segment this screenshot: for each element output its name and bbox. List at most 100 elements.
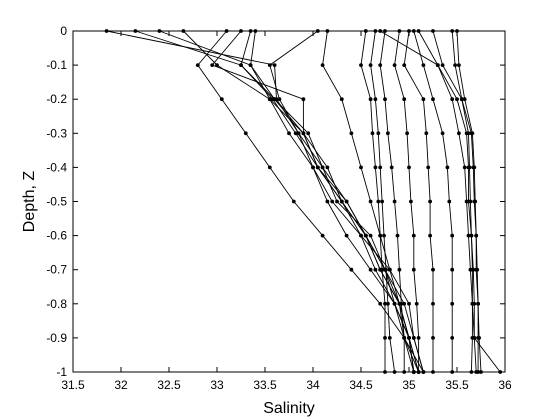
data-point <box>447 199 452 204</box>
y-axis: 0 -0.1 -0.2 -0.3 -0.4 -0.5 -0.6 -0.7 -0.8 -0.9 -1 <box>46 24 505 379</box>
data-point <box>470 131 475 136</box>
data-point <box>402 301 407 306</box>
data-point <box>320 233 325 238</box>
data-point <box>462 97 467 102</box>
data-point <box>462 165 467 170</box>
y-axis-title: Depth, Z <box>21 171 38 233</box>
data-point <box>339 97 344 102</box>
data-point <box>468 199 473 204</box>
data-point <box>325 199 330 204</box>
data-point <box>301 131 306 136</box>
data-point <box>469 233 474 238</box>
x-tick-label: 32.5 <box>157 378 181 392</box>
data-point <box>450 336 455 340</box>
data-point <box>475 267 480 272</box>
data-point <box>320 63 325 67</box>
x-tick-label: 35 <box>402 378 416 392</box>
y-tick-label: -0.6 <box>46 229 67 243</box>
data-point <box>325 165 330 170</box>
data-point <box>453 63 457 67</box>
data-point <box>416 336 421 340</box>
x-tick-label: 34.5 <box>349 378 373 392</box>
data-point <box>277 97 282 102</box>
data-point <box>386 301 390 306</box>
data-point <box>359 63 363 67</box>
data-point <box>349 131 354 136</box>
x-tick-label: 31.5 <box>61 378 85 392</box>
data-point <box>411 233 416 238</box>
data-point <box>272 63 277 67</box>
data-point <box>414 301 419 306</box>
data-point <box>405 131 409 136</box>
data-point <box>392 63 397 67</box>
data-point <box>380 199 384 204</box>
data-point <box>468 267 473 272</box>
data-point <box>301 97 306 102</box>
data-point <box>368 199 373 204</box>
data-point <box>239 63 243 67</box>
data-point <box>373 267 378 272</box>
data-point <box>399 301 404 306</box>
data-point <box>368 233 373 238</box>
data-point <box>421 97 426 102</box>
data-point <box>370 131 375 136</box>
data-point <box>387 267 392 272</box>
data-point <box>407 336 411 340</box>
data-point <box>320 165 325 170</box>
data-point <box>392 199 397 204</box>
data-point <box>380 267 384 272</box>
data-point <box>435 63 440 67</box>
data-point <box>407 301 411 306</box>
x-axis-title: Salinity <box>263 400 315 417</box>
data-point <box>267 165 272 170</box>
data-point <box>376 131 381 136</box>
data-point <box>471 267 476 272</box>
data-point <box>466 131 471 136</box>
x-tick-label: 35.5 <box>445 378 469 392</box>
y-tick-label: -1 <box>56 365 67 379</box>
y-tick-label: -0.9 <box>46 331 67 345</box>
data-point <box>457 63 461 67</box>
data-point <box>267 97 272 102</box>
y-tick-label: -0.4 <box>46 160 67 174</box>
data-point <box>411 336 416 340</box>
data-point <box>431 267 435 272</box>
data-marks <box>104 29 503 374</box>
data-point <box>368 97 373 102</box>
data-point <box>426 165 431 170</box>
data-point <box>472 336 477 340</box>
data-point <box>210 63 215 67</box>
data-point <box>378 233 383 238</box>
data-point <box>248 63 253 67</box>
data-point <box>383 301 387 306</box>
data-point <box>386 131 390 136</box>
x-tick-label: 34 <box>306 378 320 392</box>
data-point <box>383 97 387 102</box>
x-tick-label: 32 <box>114 378 128 392</box>
data-point <box>477 336 481 340</box>
data-point <box>243 131 248 136</box>
data-point <box>368 267 373 272</box>
data-point <box>409 199 413 204</box>
data-point <box>397 267 402 272</box>
data-point <box>476 301 480 306</box>
data-point <box>315 165 320 170</box>
data-point <box>445 165 450 170</box>
data-point <box>474 233 479 238</box>
data-point <box>459 97 464 102</box>
data-point <box>359 165 363 170</box>
data-point <box>376 199 381 204</box>
data-point <box>373 165 378 170</box>
data-point <box>344 199 349 204</box>
data-point <box>440 63 445 67</box>
x-tick-label: 36 <box>498 378 512 392</box>
data-point <box>421 63 426 67</box>
data-point <box>287 131 291 136</box>
y-tick-label: -0.1 <box>46 58 67 72</box>
data-point <box>363 233 368 238</box>
data-point <box>402 336 407 340</box>
data-point <box>267 63 272 67</box>
data-point <box>383 336 387 340</box>
data-point <box>407 165 411 170</box>
